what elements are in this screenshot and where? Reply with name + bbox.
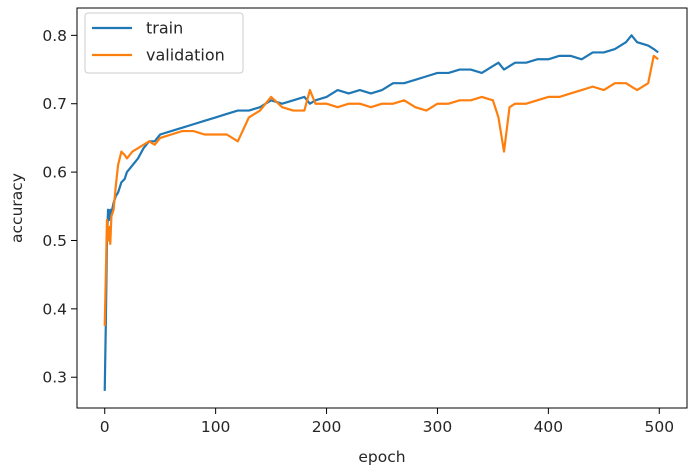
plot-frame [76,7,688,409]
x-tick-label: 100 [201,418,231,436]
y-tick-label: 0.5 [42,232,67,250]
legend-label-train: train [146,19,183,38]
x-tick-label: 400 [534,418,564,436]
x-tick-label: 200 [312,418,342,436]
series-line-train [103,34,659,391]
x-tick-label: 300 [423,418,453,436]
legend: train validation [84,12,244,74]
y-tick-label: 0.8 [42,27,67,45]
x-tick-label: 500 [644,418,674,436]
y-tick-label: 0.7 [42,95,67,113]
plot-lines [103,34,659,391]
y-tick-label: 0.4 [42,300,67,318]
y-axis-label: accuracy [8,173,26,243]
y-tick-label: 0.6 [42,164,67,182]
x-tick-label: 0 [100,418,110,436]
y-tick-label: 0.3 [42,369,67,387]
x-axis-label: epoch [358,448,405,466]
legend-label-validation: validation [146,46,225,65]
axes: 0 100 200 300 400 500 0.3 0.4 0.5 0.6 0.7 0.8 [42,7,688,436]
series-line-validation [103,54,659,326]
